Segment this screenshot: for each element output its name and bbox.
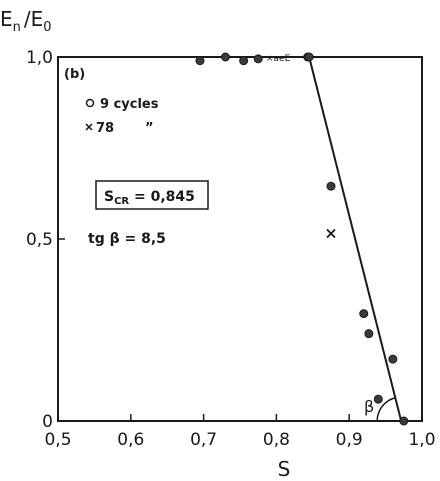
data-points (195, 52, 409, 426)
legend-entry-9-cycles: 9 cycles (100, 97, 159, 112)
tg-beta-annotation: tg β = 8,5 (88, 231, 166, 247)
y-tick-label: 0,5 (26, 230, 53, 250)
x-tick-label: 0,5 (44, 430, 71, 450)
y-axis: 0 0,5 1,0 (26, 48, 65, 432)
data-point-circle (195, 56, 205, 66)
x-axis-title: S (278, 457, 291, 481)
data-point-circle (399, 416, 409, 426)
data-point-circle (239, 56, 249, 66)
y-axis-title: En/E0 (0, 7, 52, 35)
scr-annotation: SCR = 0,845 (104, 189, 195, 207)
x-tick-label: 0,9 (336, 430, 363, 450)
data-point-circle (220, 52, 230, 62)
y-tick-label: 1,0 (26, 48, 53, 68)
data-point-circle (364, 329, 374, 339)
x-tick-label: 0,8 (263, 430, 290, 450)
data-point-circle (326, 181, 336, 191)
data-point-circle (373, 394, 383, 404)
legend-x-marker (85, 123, 93, 131)
data-point-circle (388, 354, 398, 364)
data-point-x (326, 228, 336, 239)
x-tick-label: 0,6 (117, 430, 144, 450)
y-tick-label: 0 (42, 412, 53, 432)
data-point-circle (304, 52, 314, 62)
scr-box (95, 180, 209, 210)
legend: 9 cycles 78 ” (85, 97, 159, 136)
angle-beta-label: β (364, 397, 374, 416)
fit-line (308, 56, 403, 422)
legend-entry-78: 78 (96, 121, 114, 136)
x-axis: 0,5 0,6 0,7 0,8 0,9 1,0 (44, 414, 436, 450)
x-tick-label: 1,0 (408, 430, 435, 450)
cluster-label: ×aеЕ (266, 54, 291, 64)
data-point-circle (253, 54, 263, 64)
legend-ditto-mark: ” (145, 121, 154, 136)
x-tick-label: 0,7 (190, 430, 217, 450)
panel-label: (b) (64, 67, 85, 82)
data-point-circle (359, 309, 369, 319)
angle-beta-arc (376, 397, 396, 422)
legend-circle-marker (85, 98, 95, 108)
